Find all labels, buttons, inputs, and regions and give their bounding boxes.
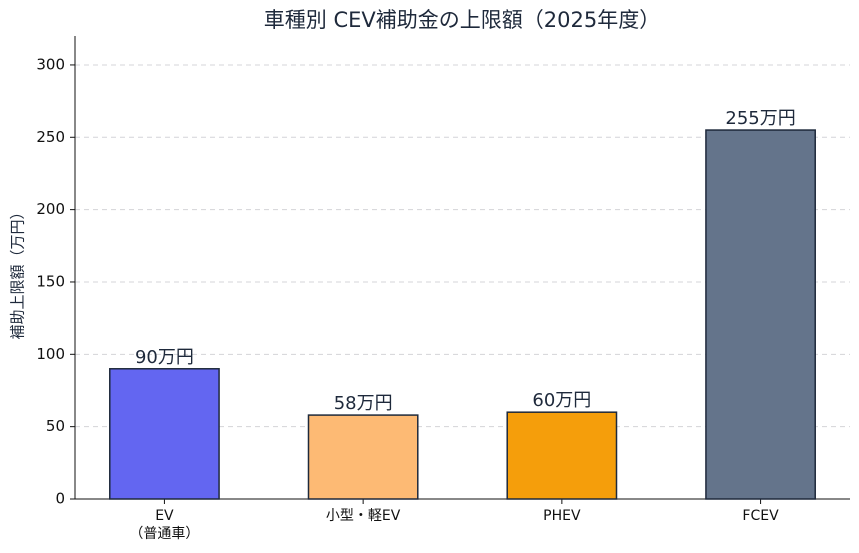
x-tick-label: EV （普通車）: [129, 508, 200, 542]
x-tick-label: FCEV: [742, 508, 779, 524]
bar: [307, 414, 419, 500]
bar: [109, 368, 220, 500]
bar: [506, 411, 618, 500]
chart-title: 車種別 CEV補助金の上限額（2025年度）: [264, 8, 660, 32]
x-tick-label: 小型・軽EV: [325, 508, 401, 524]
y-tick-label: 0: [55, 490, 65, 508]
y-tick-label: 300: [36, 55, 65, 73]
y-tick-label: 200: [36, 200, 65, 218]
y-tick-label: 100: [36, 345, 65, 363]
value-label: 90万円: [135, 347, 194, 368]
y-tick-label: 50: [46, 417, 65, 435]
bar: [705, 129, 816, 500]
value-label: 60万円: [532, 390, 591, 411]
x-tick-label: PHEV: [543, 508, 581, 524]
y-axis-label: 補助上限額（万円）: [9, 204, 27, 339]
value-label: 255万円: [725, 108, 795, 129]
value-label: 58万円: [334, 393, 393, 414]
y-tick-label: 150: [36, 272, 65, 290]
y-tick-label: 250: [36, 128, 65, 146]
